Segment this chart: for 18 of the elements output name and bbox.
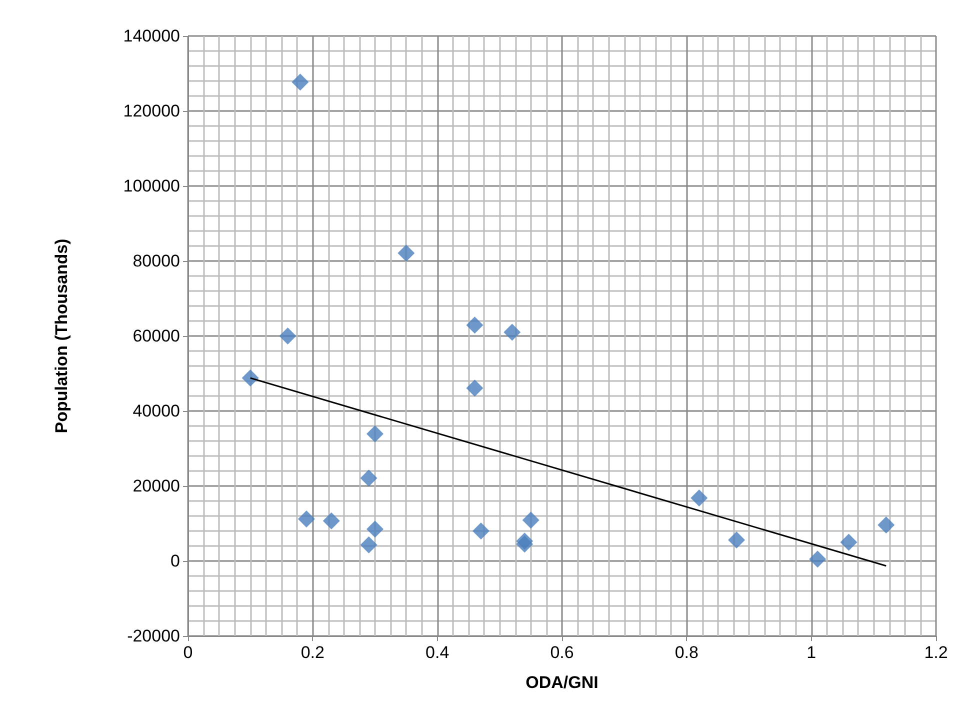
- x-tick-label: 0: [183, 643, 193, 662]
- y-tick-label: 120000: [123, 102, 180, 120]
- y-tick-label: 0: [170, 552, 180, 570]
- x-tick-label: 0.2: [300, 643, 324, 662]
- x-tick-label: 0.6: [550, 643, 574, 662]
- y-tick-label: 100000: [123, 176, 180, 196]
- y-tick-label: 140000: [123, 26, 180, 46]
- y-tick-label: 80000: [132, 252, 180, 270]
- x-tick-label: 1.2: [924, 643, 948, 662]
- y-tick-label: 40000: [132, 402, 180, 420]
- y-tick-label: -20000: [127, 626, 180, 646]
- y-tick-label: 20000: [132, 476, 180, 496]
- x-tick-label: 0.4: [426, 643, 450, 662]
- y-axis-title: Population (Thousands): [52, 238, 71, 434]
- x-tick-label: 0.8: [674, 643, 698, 662]
- y-tick-label: 60000: [132, 326, 180, 346]
- x-axis-title: ODA/GNI: [526, 673, 598, 692]
- x-tick-label: 1: [806, 643, 816, 662]
